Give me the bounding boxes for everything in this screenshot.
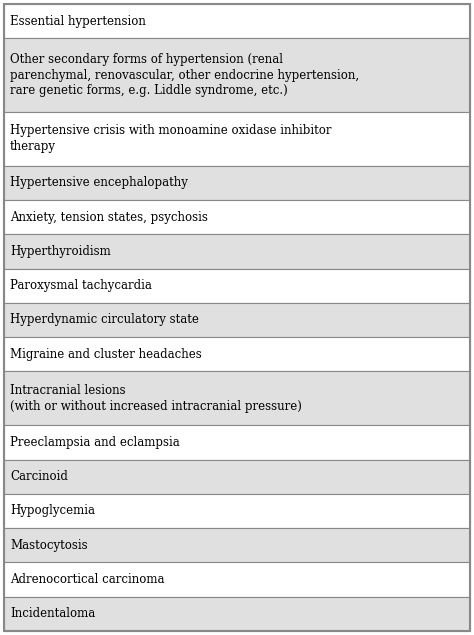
Text: Paroxysmal tachycardia: Paroxysmal tachycardia <box>10 279 152 292</box>
Text: Other secondary forms of hypertension (renal
parenchymal, renovascular, other en: Other secondary forms of hypertension (r… <box>10 53 359 97</box>
Bar <box>4 371 470 425</box>
Text: Hyperdynamic circulatory state: Hyperdynamic circulatory state <box>10 314 199 326</box>
Text: Hypoglycemia: Hypoglycemia <box>10 504 95 518</box>
Text: Preeclampsia and eclampsia: Preeclampsia and eclampsia <box>10 436 180 449</box>
Text: Hypertensive crisis with monoamine oxidase inhibitor
therapy: Hypertensive crisis with monoamine oxida… <box>10 124 331 153</box>
Bar <box>4 112 470 166</box>
Text: Hyperthyroidism: Hyperthyroidism <box>10 245 111 258</box>
Text: Incidentaloma: Incidentaloma <box>10 607 95 620</box>
Text: Intracranial lesions
(with or without increased intracranial pressure): Intracranial lesions (with or without in… <box>10 384 302 413</box>
Bar <box>4 166 470 200</box>
Bar <box>4 597 470 631</box>
Text: Mastocytosis: Mastocytosis <box>10 538 88 552</box>
Text: Hypertensive encephalopathy: Hypertensive encephalopathy <box>10 177 188 189</box>
Bar <box>4 38 470 112</box>
Bar <box>4 200 470 234</box>
Bar <box>4 563 470 597</box>
Bar <box>4 303 470 337</box>
Bar <box>4 269 470 303</box>
Text: Anxiety, tension states, psychosis: Anxiety, tension states, psychosis <box>10 211 208 224</box>
Bar <box>4 337 470 371</box>
Bar <box>4 234 470 269</box>
Text: Essential hypertension: Essential hypertension <box>10 15 146 28</box>
Text: Carcinoid: Carcinoid <box>10 470 68 483</box>
Bar <box>4 528 470 563</box>
Text: Adrenocortical carcinoma: Adrenocortical carcinoma <box>10 573 164 586</box>
Bar <box>4 425 470 460</box>
Bar <box>4 460 470 494</box>
Text: Migraine and cluster headaches: Migraine and cluster headaches <box>10 348 202 361</box>
Bar <box>4 4 470 38</box>
Bar <box>4 494 470 528</box>
